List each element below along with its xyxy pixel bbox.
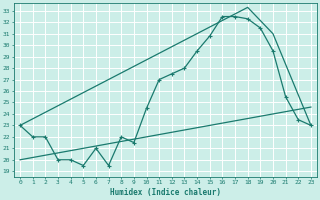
X-axis label: Humidex (Indice chaleur): Humidex (Indice chaleur) — [110, 188, 221, 197]
